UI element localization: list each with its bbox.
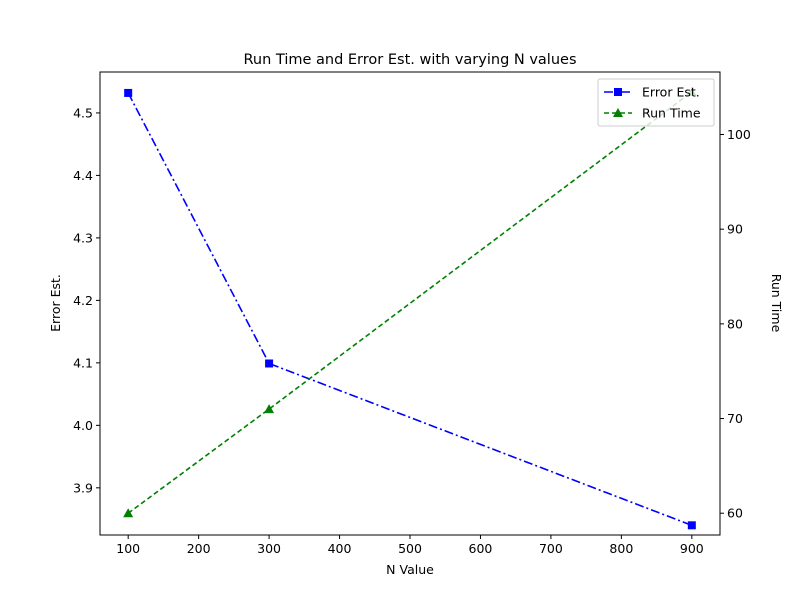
x-axis: 100 200 300 400 500 600 700 800 900 <box>116 535 704 556</box>
x-tick-label: 400 <box>328 541 352 556</box>
data-point-error-est <box>124 88 133 97</box>
y-right-tick-label: 60 <box>727 506 743 521</box>
legend: Error Est. Run Time <box>597 78 715 127</box>
y-axis-left: 3.9 4.0 4.1 4.2 4.3 4.4 4.5 <box>73 105 100 495</box>
y-left-tick-label: 3.9 <box>73 480 93 495</box>
data-point-error-est <box>265 359 274 368</box>
y-axis-left-label: Error Est. <box>48 274 63 332</box>
y-left-tick-label: 4.5 <box>73 105 93 120</box>
x-tick-label: 600 <box>469 541 493 556</box>
legend-marker-run-time <box>613 108 623 117</box>
y-right-tick-label: 100 <box>727 127 751 142</box>
chart-title: Run Time and Error Est. with varying N v… <box>244 52 577 68</box>
x-tick-label: 800 <box>609 541 633 556</box>
legend-box <box>597 78 715 127</box>
x-tick-label: 100 <box>116 541 140 556</box>
data-point-run-time <box>264 404 275 414</box>
y-left-tick-label: 4.3 <box>73 230 93 245</box>
y-right-tick-label: 80 <box>727 316 743 331</box>
x-tick-label: 700 <box>539 541 563 556</box>
data-point-run-time <box>123 508 134 518</box>
y-left-tick-label: 4.0 <box>73 418 93 433</box>
y-axis-right-label: Run Time <box>769 274 784 333</box>
x-tick-label: 900 <box>680 541 704 556</box>
plot-lines <box>127 91 693 527</box>
y-right-tick-label: 70 <box>727 411 743 426</box>
x-axis-label: N Value <box>386 562 434 577</box>
y-axis-right: 60 70 80 90 100 <box>720 127 751 521</box>
x-tick-label: 300 <box>257 541 281 556</box>
y-left-tick-label: 4.2 <box>73 293 93 308</box>
data-point-error-est <box>687 521 696 530</box>
legend-marker-error-est <box>614 88 622 96</box>
y-right-tick-label: 90 <box>727 222 743 237</box>
legend-label: Error Est. <box>642 85 700 100</box>
series-line-run-time <box>127 91 693 514</box>
y-left-tick-label: 4.4 <box>73 168 93 183</box>
x-tick-label: 200 <box>187 541 211 556</box>
y-left-tick-label: 4.1 <box>73 355 93 370</box>
legend-label: Run Time <box>642 106 701 121</box>
x-tick-label: 500 <box>398 541 422 556</box>
